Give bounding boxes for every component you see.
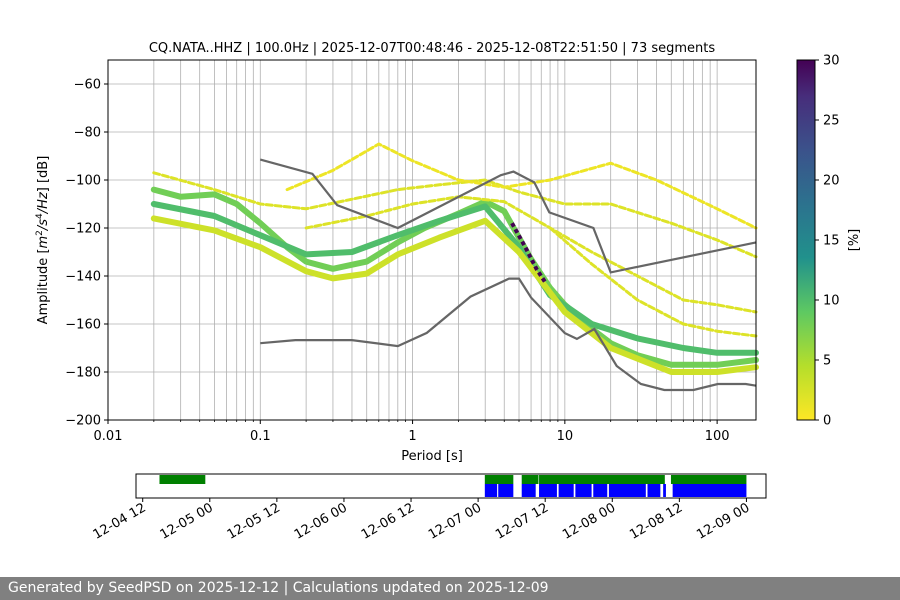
colorbar-ticks: 0 5 10 15 20 25 30: [815, 54, 840, 429]
psd-density: [150, 142, 759, 375]
availability-tick-label: 12-06 00: [292, 500, 350, 542]
chart-title: CQ.NATA..HHZ | 100.0Hz | 2025-12-07T00:4…: [149, 41, 716, 56]
figure: CQ.NATA..HHZ | 100.0Hz | 2025-12-07T00:4…: [35, 41, 862, 543]
colorbar-tick-label: 25: [823, 114, 840, 129]
availability-tick-label: 12-08 12: [627, 500, 685, 542]
availability-bars: [159, 475, 747, 497]
availability-tick-label: 12-05 00: [158, 500, 216, 542]
availability-blue-segment: [484, 484, 498, 497]
x-tick-label: 100: [705, 429, 730, 444]
y-tick-label: −140: [65, 270, 101, 285]
footer-text: Generated by SeedPSD on 2025-12-12 | Cal…: [8, 580, 549, 596]
model-line-nlnm: [260, 277, 757, 392]
availability-green-segment: [521, 475, 539, 484]
y-tick-label: −180: [65, 366, 101, 381]
colorbar-tick-label: 30: [823, 54, 840, 69]
availability-blue-segment: [539, 484, 557, 497]
colorbar-tick-label: 5: [823, 354, 831, 369]
y-ticks: −200 −180 −160 −140 −120 −100 −80 −60: [65, 78, 108, 429]
y-tick-label: −80: [74, 126, 101, 141]
density-lower-ridge: [150, 215, 759, 375]
density-noise-band-2: [285, 142, 758, 230]
availability-tick-label: 12-08 00: [560, 500, 618, 542]
footer-bar: Generated by SeedPSD on 2025-12-12 | Cal…: [0, 577, 900, 600]
availability-blue-segment: [575, 484, 592, 497]
colorbar-label: [%]: [847, 229, 862, 252]
density-noise-band-4: [548, 226, 758, 338]
colorbar-tick-label: 15: [823, 234, 840, 249]
availability-blue-segment: [672, 484, 747, 497]
x-tick-label: 0.1: [250, 429, 271, 444]
y-tick-label: −160: [65, 318, 101, 333]
availability-green-segment: [484, 475, 514, 484]
availability-blue-segment: [521, 484, 536, 497]
y-tick-label: −200: [65, 414, 101, 429]
x-tick-label: 10: [557, 429, 574, 444]
availability-tick-label: 12-07 00: [426, 500, 484, 542]
availability-green-segment: [159, 475, 206, 484]
availability-tick-label: 12-09 00: [694, 500, 752, 542]
colorbar-tick-label: 20: [823, 174, 840, 189]
availability-blue-segment: [608, 484, 646, 497]
colorbar: [796, 59, 816, 421]
x-axis-label: Period [s]: [401, 449, 463, 464]
availability-blue-segment: [663, 484, 666, 497]
colorbar-tick-label: 0: [823, 414, 831, 429]
availability-green-segment: [539, 475, 665, 484]
availability-blue-segment: [498, 484, 514, 497]
y-tick-label: −120: [65, 222, 101, 237]
model-line-nhnm: [260, 158, 757, 274]
availability-tick-label: 12-07 12: [493, 500, 551, 542]
availability-blue-segment: [558, 484, 574, 497]
availability-blue-segment: [647, 484, 661, 497]
noise-model-lines: [260, 158, 757, 392]
y-axis-label: Amplitude [m2/s4/Hz] [dB]: [35, 156, 51, 325]
plot-frame: [107, 59, 757, 421]
availability-tick-label: 12-04 12: [91, 500, 149, 542]
availability-tick-label: 12-06 12: [359, 500, 417, 542]
density-upper-ridge: [150, 201, 759, 356]
y-tick-label: −60: [74, 78, 101, 93]
x-ticks: 0.01 0.1 1 10 100: [94, 420, 730, 444]
x-tick-label: 1: [408, 429, 416, 444]
availability-tick-label: 12-05 12: [225, 500, 283, 542]
density-noise-band-1: [152, 171, 758, 259]
availability-green-segment: [670, 475, 747, 484]
availability-blue-segment: [593, 484, 608, 497]
availability-ticks: 12-04 12 12-05 00 12-05 12 12-06 00 12-06 12…: [91, 498, 752, 543]
y-tick-label: −100: [65, 174, 101, 189]
colorbar-tick-label: 10: [823, 294, 840, 309]
x-tick-label: 0.01: [94, 429, 123, 444]
